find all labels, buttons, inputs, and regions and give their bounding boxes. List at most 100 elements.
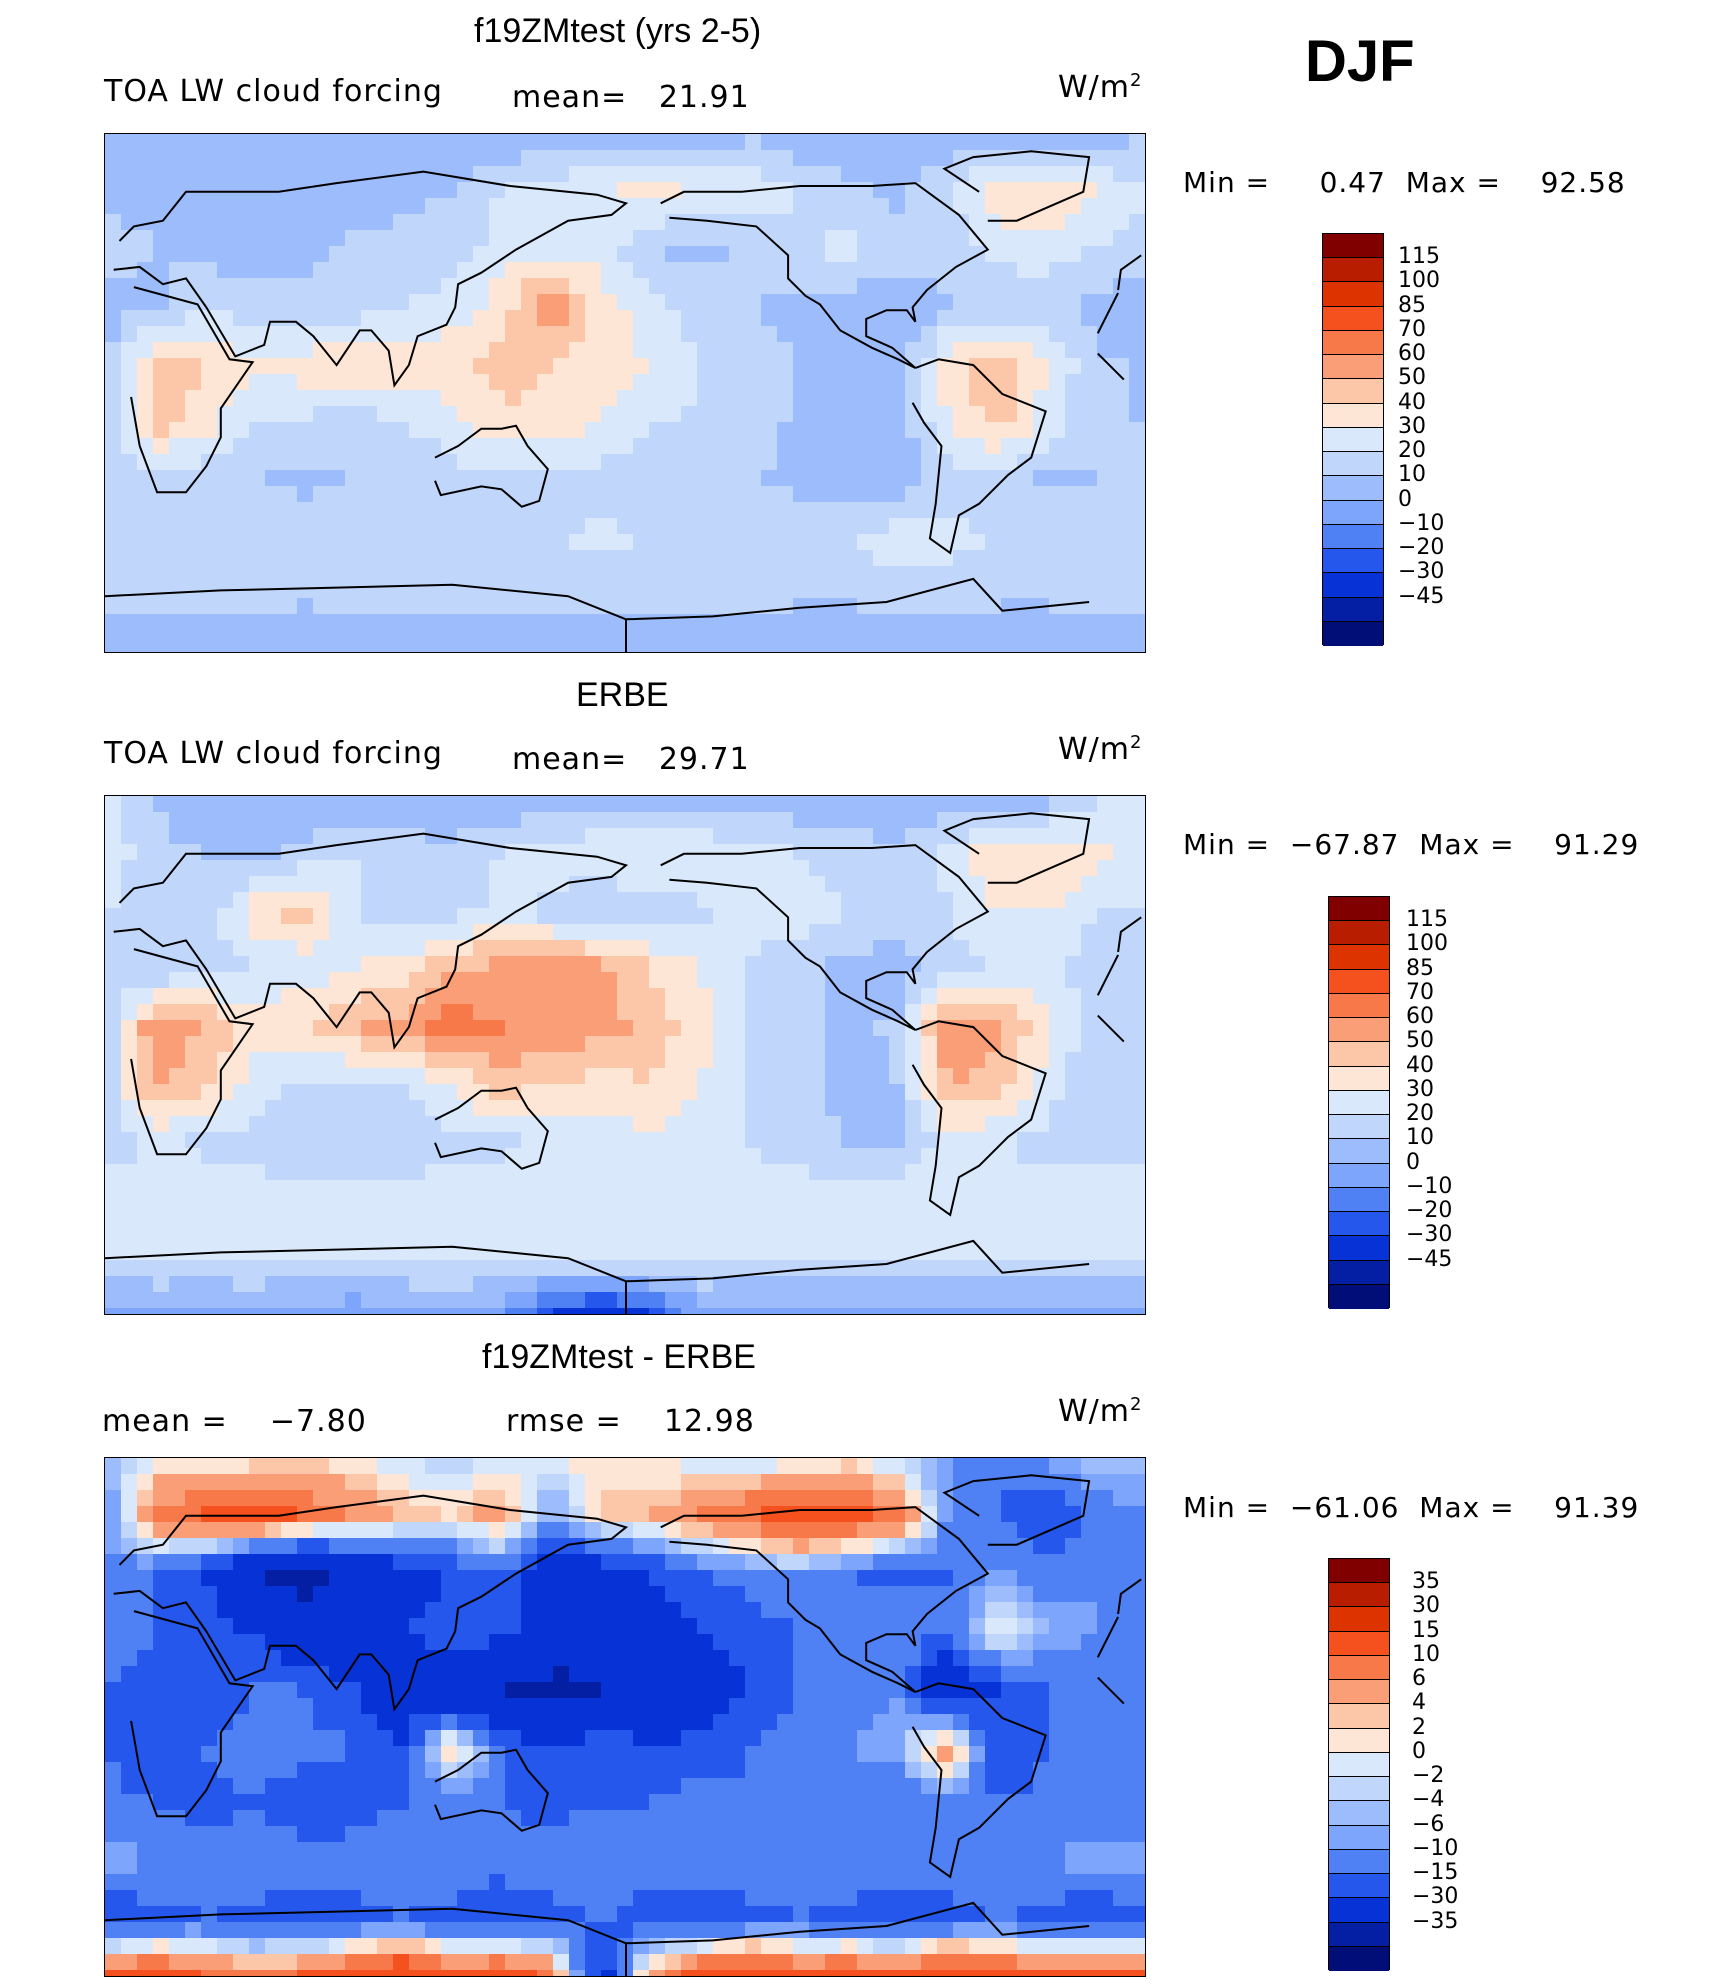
- field-cell: [393, 422, 410, 439]
- field-cell: [921, 924, 938, 941]
- colorbar-tick-label: 0: [1406, 1149, 1420, 1175]
- field-cell: [1001, 1164, 1018, 1181]
- field-cell: [1145, 812, 1146, 829]
- field-cell: [201, 374, 218, 391]
- field-cell: [297, 502, 314, 519]
- field-cell: [1065, 630, 1082, 647]
- field-cell: [649, 1164, 666, 1181]
- field-cell: [1113, 598, 1130, 615]
- panel1-variable-label: TOA LW cloud forcing: [104, 74, 443, 109]
- field-cell: [985, 230, 1002, 247]
- field-cell: [1049, 454, 1066, 471]
- field-cell: [1097, 374, 1114, 391]
- field-cell: [841, 1308, 858, 1314]
- field-cell: [537, 1212, 554, 1229]
- field-cell: [313, 1116, 330, 1133]
- field-cell: [281, 1490, 298, 1507]
- field-cell: [409, 1116, 426, 1133]
- field-cell: [793, 566, 810, 583]
- field-cell: [1081, 860, 1098, 877]
- field-cell: [105, 924, 122, 941]
- field-cell: [185, 1068, 202, 1085]
- field-cell: [137, 1538, 154, 1555]
- field-cell: [297, 1308, 314, 1314]
- field-cell: [681, 438, 698, 455]
- field-cell: [1033, 1458, 1050, 1475]
- field-cell: [553, 1570, 570, 1587]
- field-cell: [297, 310, 314, 327]
- field-cell: [921, 844, 938, 861]
- field-cell: [281, 534, 298, 551]
- field-cell: [1129, 1020, 1145, 1037]
- field-cell: [137, 1212, 154, 1229]
- field-cell: [601, 924, 618, 941]
- field-cell: [297, 326, 314, 343]
- field-cell: [649, 182, 666, 199]
- field-cell: [537, 406, 554, 423]
- field-cell: [489, 876, 506, 893]
- field-cell: [201, 502, 218, 519]
- field-cell: [649, 908, 666, 925]
- field-cell: [345, 812, 362, 829]
- field-cell: [1097, 1212, 1114, 1229]
- field-cell: [665, 166, 682, 183]
- field-cell: [889, 988, 906, 1005]
- field-cell: [985, 214, 1002, 231]
- field-cell: [889, 278, 906, 295]
- field-cell: [1081, 582, 1098, 599]
- field-cell: [761, 876, 778, 893]
- field-cell: [505, 828, 522, 845]
- field-cell: [345, 828, 362, 845]
- field-cell: [793, 1068, 810, 1085]
- field-cell: [281, 518, 298, 535]
- field-cell: [649, 582, 666, 599]
- field-cell: [489, 1292, 506, 1309]
- field-cell: [473, 1276, 490, 1293]
- field-cell: [1097, 1052, 1114, 1069]
- field-cell: [553, 1004, 570, 1021]
- field-cell: [233, 390, 250, 407]
- field-cell: [233, 988, 250, 1005]
- field-cell: [953, 1052, 970, 1069]
- field-cell: [1065, 278, 1082, 295]
- field-cell: [969, 1308, 986, 1314]
- field-cell: [393, 1474, 410, 1491]
- field-cell: [649, 390, 666, 407]
- field-cell: [1065, 214, 1082, 231]
- field-cell: [137, 1292, 154, 1309]
- field-cell: [297, 1538, 314, 1555]
- field-cell: [905, 470, 922, 487]
- field-cell: [1049, 1052, 1066, 1069]
- field-cell: [521, 198, 538, 215]
- field-cell: [441, 406, 458, 423]
- field-cell: [1065, 502, 1082, 519]
- field-cell: [889, 518, 906, 535]
- field-cell: [777, 1244, 794, 1261]
- field-cell: [601, 262, 618, 279]
- field-cell: [553, 598, 570, 615]
- field-cell: [729, 1052, 746, 1069]
- field-cell: [857, 470, 874, 487]
- field-cell: [105, 278, 122, 295]
- field-cell: [489, 1538, 506, 1555]
- field-cell: [233, 294, 250, 311]
- field-cell: [265, 1490, 282, 1507]
- field-cell: [169, 972, 186, 989]
- field-cell: [889, 1004, 906, 1021]
- field-cell: [153, 166, 170, 183]
- field-cell: [505, 1506, 522, 1523]
- field-cell: [617, 988, 634, 1005]
- field-cell: [281, 1164, 298, 1181]
- field-cell: [1049, 1036, 1066, 1053]
- field-cell: [745, 1308, 762, 1314]
- field-cell: [169, 198, 186, 215]
- field-cell: [377, 646, 394, 652]
- field-cell: [569, 438, 586, 455]
- field-cell: [697, 614, 714, 631]
- field-cell: [1129, 940, 1145, 957]
- field-cell: [121, 198, 138, 215]
- field-cell: [521, 924, 538, 941]
- field-cell: [1097, 1308, 1114, 1314]
- field-cell: [201, 940, 218, 957]
- field-cell: [265, 166, 282, 183]
